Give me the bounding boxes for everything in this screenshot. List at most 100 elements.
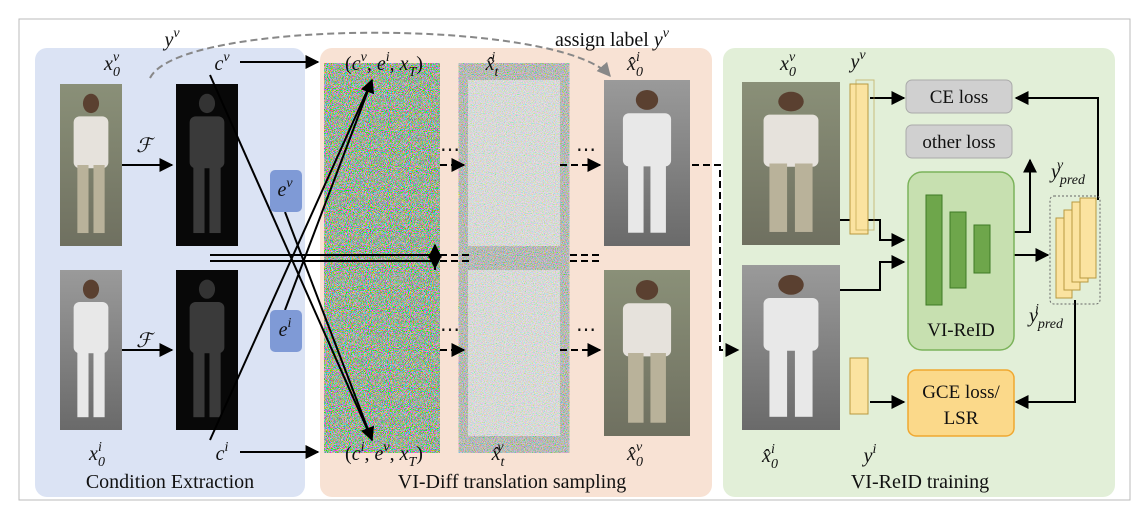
- label-part: y: [162, 29, 173, 51]
- leg: [650, 163, 665, 233]
- torso: [764, 298, 819, 351]
- leg: [769, 164, 787, 232]
- label-part: e: [277, 179, 286, 201]
- label-part: 0: [98, 455, 105, 470]
- head: [83, 94, 99, 113]
- head: [778, 275, 803, 295]
- label-part: ,: [390, 443, 400, 465]
- torso: [74, 302, 109, 353]
- label-part: i: [98, 440, 102, 455]
- ellipsis: ⋯: [576, 319, 596, 341]
- label-part: y: [848, 51, 859, 73]
- image: [742, 265, 840, 430]
- leg: [193, 165, 204, 233]
- label-part: v: [173, 26, 180, 41]
- leg: [650, 353, 665, 423]
- label-part: 0: [789, 65, 796, 80]
- label-part: x: [103, 53, 113, 75]
- label-part: i: [288, 316, 292, 331]
- noise: [334, 80, 430, 246]
- layer: [926, 195, 942, 305]
- label-part: x: [88, 443, 98, 465]
- leg: [77, 165, 88, 233]
- label-part: i: [491, 50, 495, 65]
- label-part: ,: [390, 53, 400, 75]
- torso: [764, 115, 819, 167]
- label-part: c: [352, 443, 361, 465]
- head: [778, 92, 803, 112]
- image: [334, 80, 438, 250]
- label-part: e: [377, 53, 386, 75]
- panel-title: Condition Extraction: [86, 471, 254, 493]
- leg: [209, 350, 220, 417]
- image: [742, 82, 840, 245]
- veil: [468, 270, 560, 436]
- head: [199, 94, 215, 113]
- label-part: x: [399, 53, 409, 75]
- label-part: i: [636, 50, 640, 65]
- label-part: c: [214, 53, 223, 75]
- image: [176, 270, 238, 430]
- label-part: ): [416, 443, 423, 465]
- box-label: LSR: [944, 408, 979, 429]
- label-part: pred: [1037, 317, 1064, 332]
- image: [468, 80, 568, 250]
- label-part: x: [399, 443, 409, 465]
- image: [334, 270, 438, 440]
- label-part: 0: [113, 65, 120, 80]
- box-label: VI-ReID: [927, 320, 995, 341]
- leg: [77, 350, 88, 417]
- label-part: pred: [1059, 173, 1086, 188]
- torso: [623, 303, 671, 356]
- label-part: v: [1057, 158, 1064, 173]
- label-part: v: [859, 48, 866, 63]
- image: [60, 84, 122, 246]
- ellipsis: ⋯: [440, 139, 460, 161]
- label-part: e: [374, 443, 383, 465]
- label-part: i: [1035, 302, 1039, 317]
- label-part: i: [771, 442, 775, 457]
- panel-title: VI-Diff translation sampling: [398, 471, 626, 493]
- ellipsis: ⋯: [576, 139, 596, 161]
- head: [636, 90, 658, 110]
- ellipsis: ⋯: [440, 319, 460, 341]
- leg: [93, 165, 104, 233]
- leg: [93, 350, 104, 417]
- label-part: v: [113, 50, 120, 65]
- image: [604, 270, 690, 436]
- leg: [209, 165, 220, 233]
- layer: [950, 212, 966, 288]
- label-part: x̂: [626, 443, 636, 465]
- label-part: x: [779, 53, 789, 75]
- image: [176, 84, 238, 246]
- math-label: yv: [162, 26, 180, 51]
- label-part: ): [416, 53, 423, 75]
- torso: [190, 116, 225, 168]
- veil: [468, 80, 560, 246]
- label-part: c: [352, 53, 361, 75]
- layer: [974, 225, 990, 273]
- torso: [74, 116, 109, 168]
- image: [60, 270, 122, 430]
- label-part: ,: [364, 443, 374, 465]
- head: [199, 280, 215, 299]
- box-label: GCE loss/: [922, 382, 1000, 403]
- image: [468, 270, 568, 440]
- leg: [795, 348, 813, 417]
- label-part: 0: [771, 457, 778, 472]
- leg: [628, 163, 643, 233]
- diagram: Condition Extraction VI-Diff translation…: [0, 0, 1142, 509]
- box-label: other loss: [922, 132, 995, 153]
- label-part: v: [636, 440, 643, 455]
- label-part: y: [862, 445, 873, 467]
- head: [636, 280, 658, 300]
- label-part: e: [279, 319, 288, 341]
- label-part: v: [789, 50, 796, 65]
- image: [604, 80, 690, 246]
- noise: [334, 270, 430, 436]
- label-part: y: [652, 29, 663, 51]
- label-part: 0: [636, 455, 643, 470]
- label-part: assign label: [555, 29, 654, 51]
- label-part: v: [286, 176, 293, 191]
- math-label: assign label yv: [555, 26, 670, 51]
